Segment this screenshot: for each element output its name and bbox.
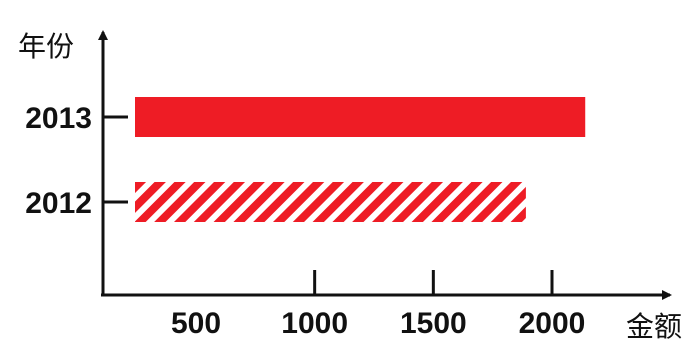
x-tick-label: 500 [171, 307, 221, 340]
bars-group [135, 97, 586, 222]
y-axis-label: 年份 [18, 30, 74, 63]
y-ticks-group: 2013 2012 [25, 102, 128, 220]
x-axis-label: 金额 [626, 310, 682, 342]
x-tick-label: 1000 [281, 307, 348, 340]
y-tick-label: 2012 [25, 187, 92, 220]
x-tick-label: 2000 [519, 307, 586, 340]
bar-2012 [135, 182, 526, 222]
x-tick-label: 1500 [400, 307, 467, 340]
x-ticks-group: 500 1000 1500 2000 [171, 270, 585, 340]
y-tick-label: 2013 [25, 102, 92, 135]
bar-2013 [135, 97, 586, 137]
